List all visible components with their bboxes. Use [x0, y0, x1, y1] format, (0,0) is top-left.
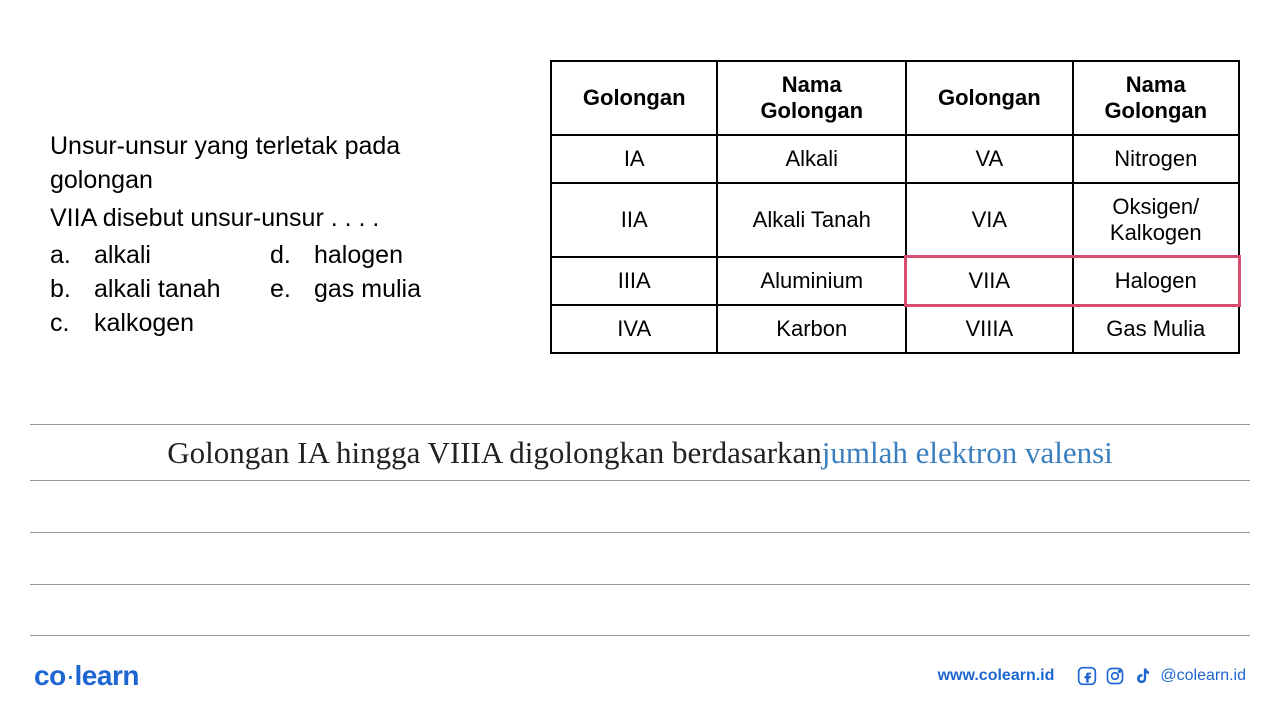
- col-header-text: NamaGolongan: [760, 72, 863, 123]
- brand-logo: co·learn: [34, 660, 139, 692]
- option-text: gas mulia: [314, 273, 421, 307]
- question-line-2: VIIA disebut unsur-unsur . . . .: [50, 202, 510, 236]
- option-a: a. alkali: [50, 239, 270, 273]
- col-header-text: Golongan: [583, 85, 686, 110]
- table-cell: IVA: [551, 305, 717, 353]
- table-row: IA Alkali VA Nitrogen: [551, 135, 1239, 183]
- group-table: Golongan NamaGolongan Golongan NamaGolon…: [550, 60, 1240, 354]
- tiktok-icon: [1132, 665, 1154, 687]
- facebook-icon: [1076, 665, 1098, 687]
- option-text: kalkogen: [94, 307, 194, 341]
- question-line-1: Unsur-unsur yang terletak pada golongan: [50, 130, 510, 198]
- ruled-line: [30, 532, 1250, 584]
- table-cell: Aluminium: [717, 257, 906, 305]
- footer-url: www.colearn.id: [938, 667, 1055, 685]
- group-table-wrap: Golongan NamaGolongan Golongan NamaGolon…: [550, 60, 1240, 354]
- col-header: NamaGolongan: [1073, 61, 1239, 135]
- table-cell: Gas Mulia: [1073, 305, 1239, 353]
- option-e: e. gas mulia: [270, 273, 490, 307]
- footer: co·learn www.colearn.id @colearn.id: [34, 660, 1246, 692]
- instagram-icon: [1104, 665, 1126, 687]
- option-d: d. halogen: [270, 239, 490, 273]
- statement-prefix: Golongan IA hingga VIIIA digolongkan ber…: [167, 435, 822, 471]
- option-letter: e.: [270, 273, 314, 307]
- options-grid: a. alkali b. alkali tanah c. kalkogen d.…: [50, 239, 510, 340]
- table-cell-highlighted: VIIA: [906, 257, 1072, 305]
- logo-right: learn: [75, 660, 139, 691]
- option-letter: c.: [50, 307, 94, 341]
- table-cell: IIIA: [551, 257, 717, 305]
- option-letter: a.: [50, 239, 94, 273]
- option-letter: b.: [50, 273, 94, 307]
- logo-dot: ·: [66, 660, 75, 691]
- option-b: b. alkali tanah: [50, 273, 270, 307]
- table-cell: Alkali: [717, 135, 906, 183]
- table-cell: IIA: [551, 183, 717, 257]
- col-header-text: NamaGolongan: [1104, 72, 1207, 123]
- table-row: IIA Alkali Tanah VIA Oksigen/Kalkogen: [551, 183, 1239, 257]
- option-text: alkali: [94, 239, 151, 273]
- footer-right: www.colearn.id @colearn.id: [938, 665, 1246, 687]
- table-cell-highlighted: Halogen: [1073, 257, 1239, 305]
- col-header: Golongan: [906, 61, 1072, 135]
- col-header: Golongan: [551, 61, 717, 135]
- table-cell: Karbon: [717, 305, 906, 353]
- option-text: alkali tanah: [94, 273, 220, 307]
- social-handle: @colearn.id: [1160, 667, 1246, 685]
- statement-area: Golongan IA hingga VIIIA digolongkan ber…: [0, 424, 1280, 636]
- statement-highlight: jumlah elektron valensi: [822, 435, 1113, 471]
- table-header-row: Golongan NamaGolongan Golongan NamaGolon…: [551, 61, 1239, 135]
- table-cell: VIA: [906, 183, 1072, 257]
- table-row: IIIA Aluminium VIIA Halogen: [551, 257, 1239, 305]
- ruled-line: [30, 480, 1250, 532]
- table-cell: IA: [551, 135, 717, 183]
- table-cell: VA: [906, 135, 1072, 183]
- social-icons: @colearn.id: [1076, 665, 1246, 687]
- ruled-line: [30, 584, 1250, 636]
- logo-left: co: [34, 660, 66, 691]
- option-text: halogen: [314, 239, 403, 273]
- table-cell: VIIIA: [906, 305, 1072, 353]
- table-row: IVA Karbon VIIIA Gas Mulia: [551, 305, 1239, 353]
- table-cell: Oksigen/Kalkogen: [1073, 183, 1239, 257]
- option-letter: d.: [270, 239, 314, 273]
- col-header: NamaGolongan: [717, 61, 906, 135]
- table-cell: Alkali Tanah: [717, 183, 906, 257]
- table-cell: Nitrogen: [1073, 135, 1239, 183]
- statement-line: Golongan IA hingga VIIIA digolongkan ber…: [30, 424, 1250, 480]
- col-header-text: Golongan: [938, 85, 1041, 110]
- option-c: c. kalkogen: [50, 307, 270, 341]
- question-block: Unsur-unsur yang terletak pada golongan …: [50, 60, 510, 354]
